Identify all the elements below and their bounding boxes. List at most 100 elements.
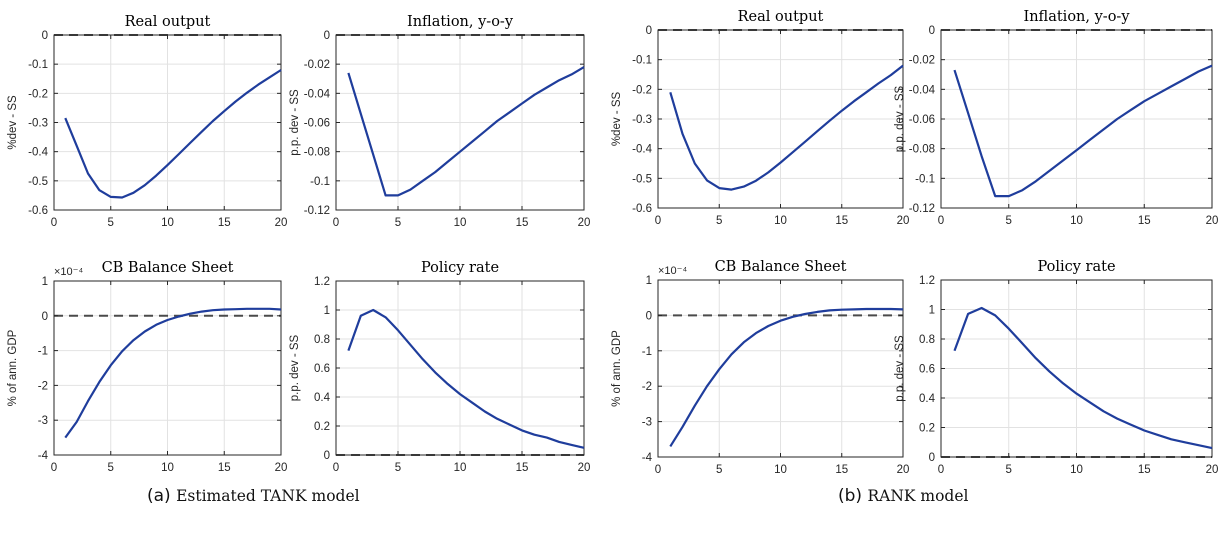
y-tick-label: -0.3 xyxy=(632,114,652,126)
x-tick-label: 5 xyxy=(395,462,401,474)
y-tick-label: -3 xyxy=(642,417,652,429)
y-tick-label: -0.08 xyxy=(304,147,330,159)
series-line xyxy=(669,64,904,191)
series-line xyxy=(669,307,904,447)
y-axis-label: % of ann. GDP xyxy=(7,329,19,406)
series-line xyxy=(953,64,1213,198)
x-tick-label: 20 xyxy=(578,217,591,229)
x-tick-label: 20 xyxy=(275,462,288,474)
y-tick-label: -0.6 xyxy=(28,205,48,217)
x-tick-label: 0 xyxy=(51,462,57,474)
y-tick-label: 0.2 xyxy=(314,421,330,433)
y-axis-label: p.p. dev - SS xyxy=(894,85,906,152)
y-tick-label: -0.1 xyxy=(28,59,48,71)
x-tick-label: 10 xyxy=(454,217,467,229)
y-tick-label: 0 xyxy=(646,310,652,322)
y-tick-label: -0.1 xyxy=(915,173,935,185)
y-tick-label: -0.02 xyxy=(909,55,935,67)
x-tick-label: 10 xyxy=(1070,464,1083,476)
chart-title: Real output xyxy=(125,14,211,30)
y-tick-label: -0.1 xyxy=(632,55,652,67)
y-axis-label: p.p. dev - SS xyxy=(289,334,301,401)
x-tick-label: 20 xyxy=(275,217,288,229)
x-tick-label: 10 xyxy=(161,462,174,474)
y-tick-label: 0 xyxy=(929,25,935,37)
x-tick-label: 0 xyxy=(51,217,57,229)
caption-text: Estimated TANK model xyxy=(176,487,360,505)
x-tick-label: 10 xyxy=(1070,215,1083,227)
y-tick-label: -2 xyxy=(38,380,48,392)
y-tick-label: -0.08 xyxy=(909,144,935,156)
axis-exponent: ×10⁻⁴ xyxy=(54,266,83,278)
x-tick-label: 0 xyxy=(655,464,661,476)
x-tick-label: 15 xyxy=(218,462,231,474)
y-tick-label: -0.4 xyxy=(28,147,48,159)
x-tick-label: 10 xyxy=(161,217,174,229)
x-tick-label: 5 xyxy=(108,217,114,229)
x-tick-label: 15 xyxy=(1138,215,1151,227)
x-tick-label: 5 xyxy=(395,217,401,229)
y-tick-label: -0.04 xyxy=(304,88,331,100)
chart-title: Policy rate xyxy=(1037,259,1115,275)
y-tick-label: 1 xyxy=(324,305,330,317)
x-tick-label: 20 xyxy=(897,215,910,227)
y-tick-label: -0.4 xyxy=(632,144,652,156)
x-tick-label: 20 xyxy=(578,462,591,474)
y-tick-label: 1 xyxy=(646,275,652,287)
y-tick-label: 0.2 xyxy=(919,423,935,435)
x-tick-label: 5 xyxy=(716,215,722,227)
y-tick-label: -1 xyxy=(642,346,652,358)
y-tick-label: 0 xyxy=(929,452,935,464)
caption-tank: (a) Estimated TANK model xyxy=(147,486,360,506)
x-tick-label: 5 xyxy=(1006,215,1012,227)
y-tick-label: 1 xyxy=(42,276,48,288)
x-tick-label: 0 xyxy=(938,215,944,227)
caption-label: (a) xyxy=(147,486,171,506)
y-axis-label: %dev - SS xyxy=(7,95,19,150)
y-tick-label: 0.4 xyxy=(314,392,331,404)
y-tick-label: 0.8 xyxy=(314,334,330,346)
x-tick-label: 15 xyxy=(1138,464,1151,476)
x-tick-label: 15 xyxy=(516,462,529,474)
y-tick-label: 0 xyxy=(324,30,330,42)
y-tick-label: -0.5 xyxy=(632,173,652,185)
y-tick-label: -4 xyxy=(38,450,49,462)
y-tick-label: -0.3 xyxy=(28,118,48,130)
y-tick-label: 0 xyxy=(42,30,48,42)
x-tick-label: 0 xyxy=(655,215,661,227)
chart-title: Policy rate xyxy=(421,260,499,276)
x-tick-label: 15 xyxy=(218,217,231,229)
series-line xyxy=(953,306,1213,450)
chart-title: Real output xyxy=(738,9,824,25)
chart-title: CB Balance Sheet xyxy=(102,260,234,276)
x-tick-label: 10 xyxy=(774,215,787,227)
y-tick-label: 0 xyxy=(42,311,48,323)
chart-title: Inflation, y-o-y xyxy=(407,14,514,30)
y-axis-label: p.p. dev - SS xyxy=(289,89,301,156)
y-tick-label: -0.12 xyxy=(304,205,330,217)
x-tick-label: 10 xyxy=(774,464,787,476)
y-tick-label: 1 xyxy=(929,305,935,317)
y-tick-label: 0 xyxy=(646,25,652,37)
x-tick-label: 15 xyxy=(835,464,848,476)
x-tick-label: 20 xyxy=(897,464,910,476)
chart-title: Inflation, y-o-y xyxy=(1023,9,1130,25)
y-tick-label: -0.04 xyxy=(909,84,936,96)
y-tick-label: -1 xyxy=(38,346,48,358)
y-tick-label: -4 xyxy=(642,452,653,464)
x-tick-label: 5 xyxy=(108,462,114,474)
y-tick-label: 0.6 xyxy=(314,363,330,375)
y-axis-label: % of ann. GDP xyxy=(611,330,623,407)
x-tick-label: 10 xyxy=(454,462,467,474)
x-tick-label: 5 xyxy=(1006,464,1012,476)
x-tick-label: 0 xyxy=(333,462,339,474)
y-tick-label: -2 xyxy=(642,381,652,393)
